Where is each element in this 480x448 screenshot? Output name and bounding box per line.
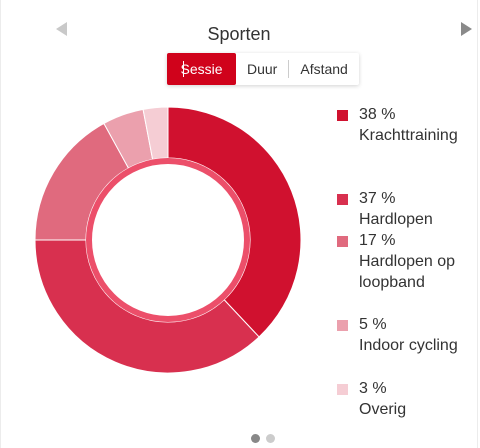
- legend-value: 17 %: [359, 232, 396, 249]
- toggle-duur-button[interactable]: Duur: [247, 61, 278, 77]
- legend-value: 37 %: [359, 190, 396, 207]
- toggle-sessie-button[interactable]: Sessie: [167, 53, 236, 85]
- donut-hole: [94, 166, 242, 314]
- legend-text: 37 % Hardlopen: [359, 188, 433, 230]
- pager-dot-2[interactable]: [266, 434, 275, 443]
- legend-label: Indoor cycling: [359, 337, 458, 354]
- legend-text: 38 % Krachttraining: [359, 104, 458, 146]
- legend-value: 38 %: [359, 106, 396, 123]
- legend-swatch: [337, 384, 348, 395]
- legend-swatch: [337, 194, 348, 205]
- legend-value: 3 %: [359, 380, 387, 397]
- chevron-left-icon[interactable]: [56, 22, 67, 36]
- inner-ring: [86, 158, 250, 322]
- donut-chart: [34, 106, 302, 374]
- metric-toggle: Sessie Duur Afstand: [167, 53, 359, 85]
- toggle-afstand-button[interactable]: Afstand: [300, 61, 348, 77]
- legend-swatch: [337, 320, 348, 331]
- legend-label: Overig: [359, 401, 407, 418]
- legend-text: 17 % Hardlopen op loopband: [359, 230, 474, 293]
- pager-dot-1[interactable]: [251, 434, 260, 443]
- toggle-sessie-label: Sessie: [180, 61, 223, 77]
- legend-label: Hardlopen: [359, 211, 433, 228]
- legend-swatch: [337, 236, 348, 247]
- legend-value: 5 %: [359, 316, 387, 333]
- text-cursor: [183, 61, 184, 77]
- chevron-right-icon[interactable]: [461, 22, 472, 36]
- legend-label: Hardlopen op loopband: [359, 253, 456, 291]
- card-title: Sporten: [207, 24, 271, 44]
- legend-label: Krachttraining: [359, 127, 458, 144]
- legend-text: 5 % Indoor cycling: [359, 314, 458, 356]
- legend-swatch: [337, 110, 348, 121]
- pager-dots: [251, 434, 275, 443]
- toggle-divider: [288, 60, 290, 78]
- legend-text: 3 % Overig: [359, 378, 406, 420]
